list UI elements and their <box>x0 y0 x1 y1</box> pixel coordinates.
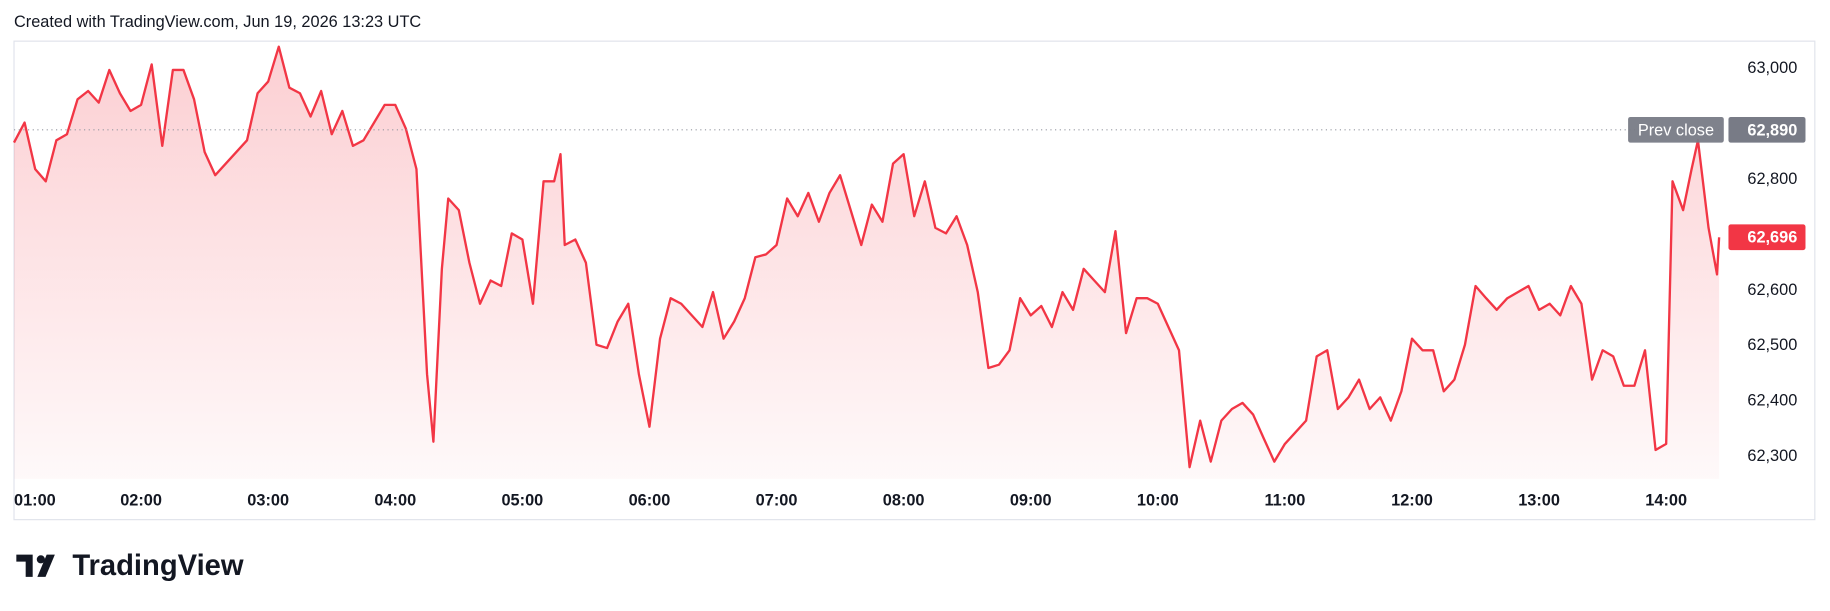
y-tick-label: 62,400 <box>1747 392 1797 410</box>
x-tick-label: 05:00 <box>501 491 543 509</box>
last-price-label: 62,696 <box>1747 229 1797 247</box>
prev-close-label: 62,890 <box>1747 121 1797 139</box>
prev-close-name: Prev close <box>1638 121 1714 139</box>
y-tick-label: 62,600 <box>1747 281 1797 299</box>
y-tick-label: 62,300 <box>1747 447 1797 465</box>
x-tick-label: 09:00 <box>1010 491 1052 509</box>
area-fill <box>14 46 1720 479</box>
x-tick-label: 07:00 <box>756 491 798 509</box>
y-tick-label: 63,000 <box>1747 59 1797 77</box>
x-tick-label: 08:00 <box>883 491 925 509</box>
prev-close-name-badge <box>1628 116 1724 143</box>
chart-title: Created with TradingView.com, Jun 19, 20… <box>14 13 421 31</box>
x-tick-label: 04:00 <box>374 491 416 509</box>
x-tick-label: 13:00 <box>1518 491 1560 509</box>
y-tick-label: 62,500 <box>1747 336 1797 354</box>
y-tick-label: 62,800 <box>1747 170 1797 188</box>
x-tick-label: 01:00 <box>14 491 56 509</box>
x-tick-label: 03:00 <box>247 491 289 509</box>
x-tick-label: 12:00 <box>1391 491 1433 509</box>
x-tick-label: 14:00 <box>1645 491 1687 509</box>
x-tick-label: 11:00 <box>1264 491 1305 509</box>
brand-logo: TradingView <box>16 550 244 582</box>
brand-name: TradingView <box>72 550 244 582</box>
x-tick-label: 02:00 <box>120 491 162 509</box>
last-price-badge <box>1728 224 1806 251</box>
x-tick-label: 10:00 <box>1137 491 1179 509</box>
x-tick-label: 06:00 <box>629 491 671 509</box>
price-line <box>12 45 1721 469</box>
prev-close-badge <box>1728 116 1806 143</box>
